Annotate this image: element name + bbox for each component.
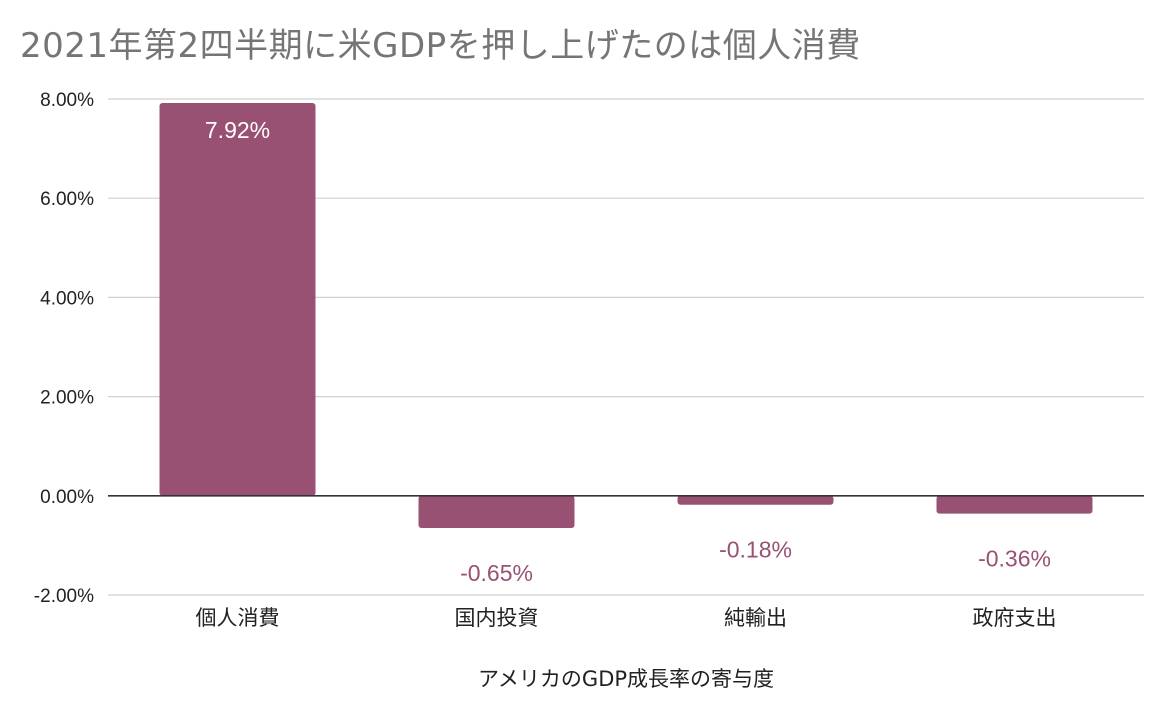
y-tick-label: 6.00% — [40, 189, 94, 210]
data-labels: 7.92% -0.65% -0.18% -0.36% — [205, 117, 1051, 586]
data-label: -0.18% — [719, 537, 792, 563]
x-axis-title: アメリカのGDP成長率の寄与度 — [478, 667, 774, 691]
x-category-label: 政府支出 — [973, 606, 1057, 630]
x-category-label: 個人消費 — [196, 606, 280, 630]
y-tick-label: 0.00% — [40, 487, 94, 508]
x-category-labels: 個人消費 国内投資 純輸出 政府支出 — [196, 606, 1057, 630]
y-tick-label: 2.00% — [40, 388, 94, 409]
bar — [936, 495, 1093, 514]
data-label: 7.92% — [205, 117, 270, 143]
data-label: -0.36% — [978, 546, 1051, 572]
x-category-label: 純輸出 — [724, 606, 787, 630]
y-tick-label: 8.00% — [40, 90, 94, 111]
bar — [677, 495, 834, 505]
bar — [418, 495, 575, 529]
y-tick-label: 4.00% — [40, 288, 94, 309]
bars — [159, 102, 1093, 529]
bar — [159, 102, 316, 496]
chart-title: 2021年第2四半期に米GDPを押し上げたのは個人消費 — [20, 26, 861, 66]
data-label: -0.65% — [460, 560, 533, 586]
y-tick-label: -2.00% — [34, 586, 94, 607]
y-tick-labels: 8.00% 6.00% 4.00% 2.00% 0.00% -2.00% — [34, 90, 94, 607]
x-category-label: 国内投資 — [455, 606, 539, 630]
